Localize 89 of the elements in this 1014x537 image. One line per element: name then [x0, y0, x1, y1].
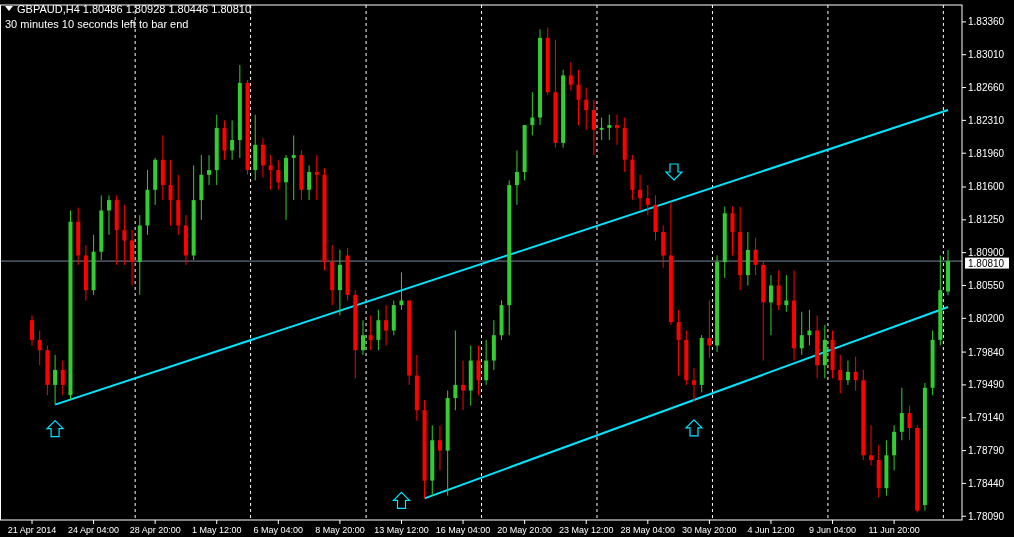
y-tick-label: 1.83010: [968, 49, 1005, 61]
candlestick: [730, 206, 735, 256]
text: 30 minutes 10 seconds left to bar end: [5, 18, 189, 30]
x-tick-label: 9 Jun 04:00: [809, 525, 857, 535]
candlestick: [30, 315, 34, 347]
candlestick: [291, 134, 296, 201]
y-tick-label: 1.82310: [968, 114, 1005, 126]
x-tick-label: 30 May 20:00: [682, 525, 737, 535]
candlestick: [230, 119, 235, 161]
y-tick-label: 1.78790: [968, 445, 1005, 457]
candlestick: [476, 345, 481, 396]
candlestick: [753, 237, 758, 276]
candlestick: [368, 315, 373, 351]
candlestick: [869, 424, 874, 467]
candlestick: [484, 339, 489, 386]
x-tick-label: 11 Jun 20:00: [868, 525, 920, 535]
candlestick: [584, 87, 589, 131]
y-tick-label: 1.80200: [968, 312, 1005, 324]
candlestick: [222, 119, 227, 161]
candlestick: [907, 405, 912, 441]
candlestick: [168, 159, 173, 226]
candlestick: [314, 154, 319, 201]
candlestick: [106, 194, 111, 236]
y-tick-label: 1.79840: [968, 346, 1005, 358]
y-tick-label: 1.78440: [968, 477, 1005, 489]
y-tick-label: 1.81250: [968, 214, 1005, 226]
x-tick-label: 16 May 04:00: [435, 525, 491, 535]
candlestick: [276, 159, 281, 191]
candlestick: [461, 360, 466, 411]
candlestick: [607, 114, 612, 141]
candlestick: [453, 330, 458, 411]
candlestick: [776, 269, 781, 311]
y-tick-label: 1.80550: [968, 279, 1005, 291]
candlestick: [853, 356, 858, 392]
candlestick: [376, 309, 381, 351]
x-tick-label: 20 May 20:00: [497, 525, 552, 535]
candlestick: [60, 360, 65, 396]
candlestick: [530, 91, 535, 136]
y-tick-label: 1.78090: [968, 510, 1005, 522]
candlestick: [514, 149, 519, 206]
candlestick: [892, 424, 897, 471]
candlestick: [845, 360, 850, 386]
candlestick: [576, 69, 581, 126]
candlestick: [676, 309, 681, 377]
chart-title: GBPAUD,H4 1.80486 1.80928 1.80446 1.80810: [17, 3, 252, 15]
candlestick: [53, 354, 58, 406]
candlestick: [661, 224, 666, 269]
candlestick: [838, 354, 843, 394]
x-tick-label: 13 May 12:00: [374, 525, 429, 535]
candlestick: [568, 61, 573, 91]
candlestick: [638, 174, 643, 211]
y-tick-label: 1.80900: [968, 247, 1005, 259]
x-tick-label: 24 Apr 04:00: [68, 525, 120, 535]
candlestick: [384, 304, 389, 347]
x-tick-label: 28 Apr 20:00: [129, 525, 181, 535]
candlestick: [37, 330, 42, 366]
y-tick-label: 1.81960: [968, 147, 1005, 159]
candlestick: [360, 319, 365, 356]
candlestick: [645, 184, 650, 216]
y-tick-label: 1.82660: [968, 82, 1005, 94]
candlestick: [122, 204, 127, 266]
candlestick: [691, 367, 696, 403]
candlestick: [591, 99, 596, 156]
candlestick: [615, 114, 620, 146]
candlestick: [307, 164, 312, 201]
candlestick: [437, 424, 442, 471]
candlestick: [599, 117, 604, 141]
candlestick: [268, 154, 273, 191]
y-tick-label: 1.79140: [968, 412, 1005, 424]
x-tick-label: 23 May 12:00: [558, 525, 614, 535]
x-tick-label: 21 Apr 2014: [7, 525, 57, 535]
candlestick: [899, 387, 904, 441]
x-tick-label: 28 May 04:00: [620, 525, 676, 535]
candlestick: [799, 311, 804, 356]
candlestick: [260, 137, 265, 179]
y-tick-label: 1.83360: [968, 16, 1005, 28]
x-tick-label: 6 May 04:00: [253, 525, 304, 535]
candlestick: [130, 229, 135, 286]
candlestick: [768, 274, 773, 336]
candlestick: [399, 271, 404, 311]
ref-line-label: 1.80810: [968, 257, 1005, 269]
y-tick-label: 1.79490: [968, 379, 1005, 391]
candlestick: [707, 299, 712, 359]
y-tick-label: 1.81600: [968, 181, 1005, 193]
x-tick-label: 8 May 20:00: [315, 525, 365, 535]
candlestick: [207, 154, 212, 186]
x-tick-label: 1 May 12:00: [191, 525, 242, 535]
candlestick: [784, 274, 789, 313]
x-tick-label: 4 Jun 12:00: [747, 525, 795, 535]
